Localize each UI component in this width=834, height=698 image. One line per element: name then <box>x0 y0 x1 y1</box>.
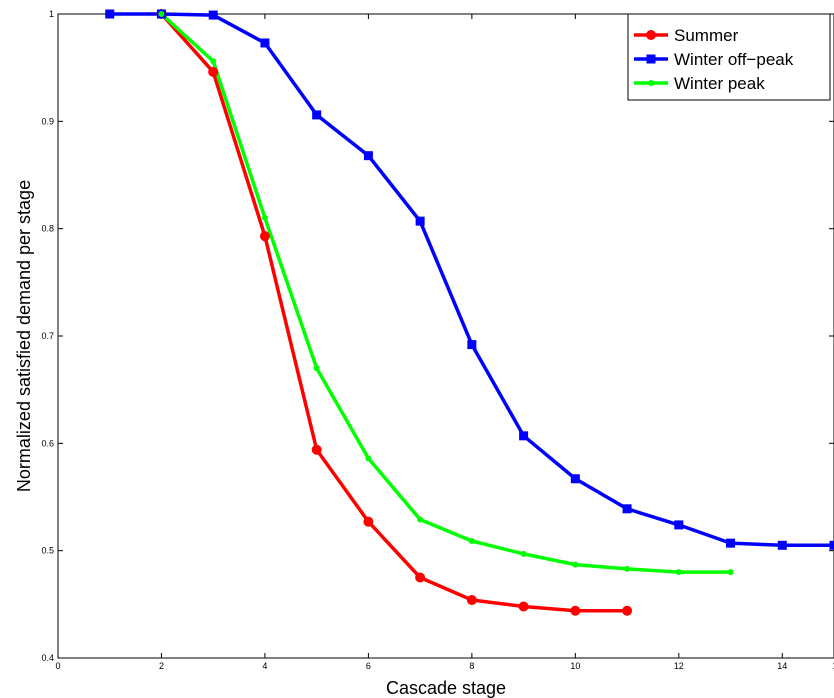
data-point <box>312 110 322 120</box>
data-point <box>158 11 165 17</box>
data-point <box>313 365 320 372</box>
series-line-2 <box>160 12 731 574</box>
axis-ticks: 0 2 4 6 8 10 12 14 1 0.4 0.5 0.6 0.7 0.8 0.9 1 <box>41 9 834 671</box>
x-tick-label-edge: 1 <box>832 661 834 671</box>
legend: Summer Winter off−peak Winter peak <box>627 13 831 101</box>
data-point <box>259 231 270 242</box>
data-point <box>727 569 734 576</box>
data-point <box>622 605 633 616</box>
x-tick-label: 4 <box>262 661 267 671</box>
y-tick-label: 0.6 <box>41 438 54 448</box>
legend-swatch-marker <box>646 54 656 64</box>
legend-swatch-marker <box>648 80 654 86</box>
x-tick-label: 14 <box>777 661 787 671</box>
data-point <box>417 516 424 523</box>
data-point <box>675 569 682 576</box>
x-tick-label: 2 <box>159 661 164 671</box>
legend-label: Summer <box>674 26 739 45</box>
data-point <box>311 444 322 455</box>
data-point <box>519 431 529 441</box>
data-point <box>466 595 477 606</box>
data-point <box>363 516 374 527</box>
data-point <box>674 520 684 530</box>
y-tick-label: 0.4 <box>41 653 54 663</box>
data-point <box>572 561 579 568</box>
x-tick-label: 6 <box>366 661 371 671</box>
x-tick-label: 10 <box>570 661 580 671</box>
data-point <box>467 340 477 350</box>
legend-swatch-marker <box>646 30 656 40</box>
legend-items: Summer Winter off−peak Winter peak <box>634 26 794 93</box>
x-tick-label: 12 <box>674 661 684 671</box>
series-line-0 <box>160 12 628 613</box>
data-point <box>105 9 115 19</box>
legend-box <box>627 13 831 101</box>
legend-label: Winter peak <box>674 74 765 93</box>
y-tick-label: 0.5 <box>41 546 54 556</box>
series-markers <box>105 9 834 616</box>
y-axis-title: Normalized satisfied demand per stage <box>14 180 34 492</box>
data-point <box>829 540 834 550</box>
data-point <box>570 605 581 616</box>
data-point <box>260 38 270 48</box>
data-point <box>415 572 426 583</box>
x-tick-label: 0 <box>55 661 60 671</box>
y-tick-label: 0.8 <box>41 224 54 234</box>
data-point <box>208 66 219 77</box>
x-axis-title: Cascade stage <box>386 678 506 698</box>
data-point <box>365 455 372 462</box>
data-point <box>518 601 529 612</box>
y-tick-label: 0.9 <box>41 116 54 126</box>
data-point <box>622 504 632 514</box>
data-point <box>468 538 475 545</box>
data-point <box>777 540 787 550</box>
data-point <box>624 565 631 572</box>
data-point <box>415 216 425 226</box>
y-tick-label: 1 <box>49 9 54 19</box>
plot-background <box>57 13 834 659</box>
data-point <box>210 58 217 65</box>
y-tick-label: 0.7 <box>41 331 54 341</box>
x-tick-label: 8 <box>469 661 474 671</box>
data-point <box>570 474 580 484</box>
legend-label: Winter off−peak <box>674 50 794 69</box>
data-point <box>726 538 736 548</box>
data-point <box>363 151 373 161</box>
data-point <box>208 10 218 20</box>
data-point <box>520 550 527 557</box>
data-point <box>261 214 268 221</box>
